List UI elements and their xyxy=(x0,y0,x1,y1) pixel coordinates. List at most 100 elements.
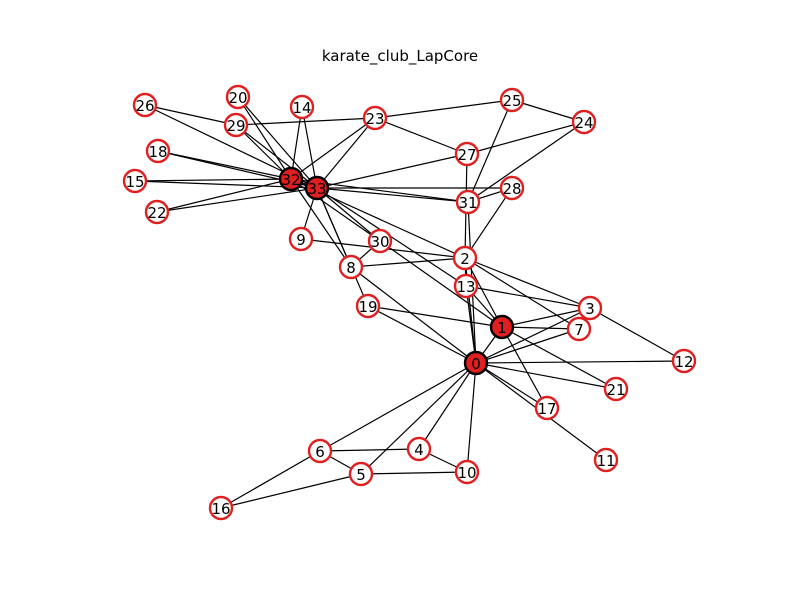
node-18: 18 xyxy=(145,138,171,164)
node-23: 23 xyxy=(362,105,388,131)
node-label: 6 xyxy=(315,443,325,461)
node-label: 21 xyxy=(606,381,625,399)
node-circle xyxy=(145,138,171,164)
edge-5-16 xyxy=(220,473,362,509)
edge-1-2 xyxy=(464,257,503,328)
node-circle xyxy=(223,112,249,138)
node-label: 12 xyxy=(674,353,693,371)
node-circle xyxy=(338,254,364,280)
edge-0-12 xyxy=(475,360,685,364)
node-label: 11 xyxy=(596,452,615,470)
node-label: 31 xyxy=(458,194,477,212)
node-label: 19 xyxy=(358,298,377,316)
node-9: 9 xyxy=(288,226,314,252)
node-circle xyxy=(288,226,314,252)
node-15: 15 xyxy=(122,168,148,194)
node-4: 4 xyxy=(406,436,432,462)
node-1: 1 xyxy=(489,314,515,340)
edge-24-31 xyxy=(467,121,585,203)
node-label: 2 xyxy=(460,250,470,268)
node-label: 14 xyxy=(292,99,311,117)
node-10: 10 xyxy=(454,459,480,485)
edge-23-29 xyxy=(235,117,376,126)
edge-22-32 xyxy=(156,178,292,213)
edge-2-7 xyxy=(464,257,580,330)
edge-1-3 xyxy=(501,307,591,328)
edge-1-7 xyxy=(501,326,580,330)
node-31: 31 xyxy=(455,189,481,215)
node-label: 4 xyxy=(414,441,424,459)
node-label: 0 xyxy=(471,355,481,373)
edge-2-8 xyxy=(350,257,466,268)
node-label: 27 xyxy=(457,146,476,164)
edge-23-32 xyxy=(290,117,376,180)
node-circle xyxy=(348,461,374,487)
edge-0-10 xyxy=(466,362,477,473)
core-node-circle xyxy=(278,166,304,192)
node-label: 22 xyxy=(147,204,166,222)
edge-0-6 xyxy=(319,362,477,452)
node-label: 24 xyxy=(574,114,593,132)
node-circle xyxy=(499,175,525,201)
node-label: 30 xyxy=(370,233,389,251)
node-0: 0 xyxy=(463,350,489,376)
core-node-circle xyxy=(489,314,515,340)
node-13: 13 xyxy=(453,273,479,299)
node-28: 28 xyxy=(499,175,525,201)
node-circle xyxy=(499,87,525,113)
node-29: 29 xyxy=(223,112,249,138)
edge-8-32 xyxy=(290,178,352,268)
node-circle xyxy=(603,376,629,402)
edge-3-13 xyxy=(465,285,591,309)
node-label: 8 xyxy=(346,259,356,277)
node-30: 30 xyxy=(367,228,393,254)
node-circle xyxy=(593,447,619,473)
edge-0-13 xyxy=(465,285,477,364)
node-circle xyxy=(534,395,560,421)
node-label: 15 xyxy=(125,173,144,191)
edge-1-19 xyxy=(367,305,503,328)
edge-4-6 xyxy=(319,448,420,452)
node-circle xyxy=(132,92,158,118)
node-5: 5 xyxy=(348,461,374,487)
node-22: 22 xyxy=(144,199,170,225)
edge-14-33 xyxy=(301,106,318,189)
node-circle xyxy=(362,105,388,131)
edge-0-7 xyxy=(475,328,580,364)
edge-2-28 xyxy=(464,187,513,259)
node-label: 26 xyxy=(135,97,154,115)
edge-2-3 xyxy=(464,257,591,309)
node-circle xyxy=(671,348,697,374)
edge-22-33 xyxy=(156,187,318,213)
node-circle xyxy=(454,459,480,485)
node-label: 25 xyxy=(502,92,521,110)
core-node-circle xyxy=(304,175,330,201)
node-26: 26 xyxy=(132,92,158,118)
node-20: 20 xyxy=(225,84,251,110)
edge-0-21 xyxy=(475,362,617,390)
node-25: 25 xyxy=(499,87,525,113)
node-16: 16 xyxy=(208,495,234,521)
node-circle xyxy=(571,109,597,135)
node-circle xyxy=(406,436,432,462)
node-11: 11 xyxy=(593,447,619,473)
node-circle xyxy=(455,189,481,215)
edge-23-25 xyxy=(374,99,513,119)
node-21: 21 xyxy=(603,376,629,402)
node-label: 7 xyxy=(574,321,584,339)
edge-1-21 xyxy=(501,326,617,390)
node-circle xyxy=(367,228,393,254)
edge-23-27 xyxy=(374,117,468,155)
node-24: 24 xyxy=(571,109,597,135)
edge-15-32 xyxy=(134,178,292,182)
node-circle xyxy=(452,245,478,271)
edge-1-30 xyxy=(379,240,503,328)
node-19: 19 xyxy=(355,293,381,319)
node-label: 13 xyxy=(456,278,475,296)
node-label: 9 xyxy=(296,231,306,249)
node-label: 23 xyxy=(365,110,384,128)
node-circle xyxy=(122,168,148,194)
edge-30-33 xyxy=(316,187,381,242)
